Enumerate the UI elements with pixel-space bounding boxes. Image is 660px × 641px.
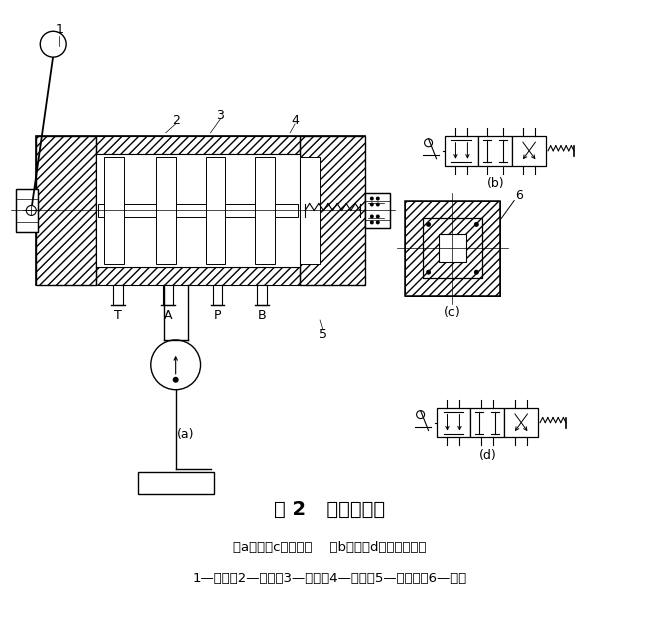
Bar (300, 136, 365, 285)
Bar (16, 188, 38, 233)
Circle shape (40, 31, 66, 57)
Bar (444, 136, 478, 165)
Bar (16, 188, 38, 233)
Bar (104, 156, 124, 264)
Text: （a）、（c）结构图    （b）、（d）职能符号图: （a）、（c）结构图 （b）、（d）职能符号图 (233, 540, 427, 554)
Circle shape (26, 206, 36, 215)
Text: (d): (d) (478, 449, 496, 462)
Bar (300, 136, 365, 285)
Bar (205, 156, 226, 264)
Bar (96, 136, 300, 154)
Bar (300, 136, 365, 285)
Bar (365, 192, 390, 201)
Text: 图 2   手动换向阀: 图 2 手动换向阀 (275, 500, 385, 519)
Bar (36, 136, 365, 285)
Bar (163, 285, 173, 305)
Bar (422, 219, 482, 278)
Bar (405, 201, 500, 296)
Bar (438, 235, 467, 262)
Bar (365, 192, 390, 228)
Text: 4: 4 (291, 114, 299, 128)
Circle shape (376, 221, 379, 224)
Bar (300, 156, 320, 264)
Bar (478, 136, 512, 165)
Bar (257, 285, 267, 305)
Bar (138, 472, 213, 494)
Circle shape (416, 411, 424, 419)
Bar (96, 267, 300, 285)
Text: 6: 6 (515, 189, 523, 202)
Circle shape (173, 377, 179, 383)
Circle shape (424, 139, 432, 147)
Circle shape (426, 270, 431, 275)
Text: (c): (c) (444, 306, 461, 319)
Circle shape (150, 340, 201, 390)
Bar (36, 136, 96, 285)
Bar (36, 136, 96, 285)
Text: 5: 5 (319, 328, 327, 342)
Bar (16, 188, 38, 199)
Bar (422, 219, 482, 278)
Circle shape (474, 222, 479, 227)
Text: 2: 2 (172, 114, 180, 128)
Bar (113, 285, 123, 305)
Bar (365, 192, 390, 228)
Circle shape (370, 221, 374, 224)
Circle shape (376, 215, 379, 219)
Circle shape (426, 222, 431, 227)
Bar (96, 267, 300, 285)
Circle shape (370, 203, 374, 206)
Text: (b): (b) (486, 177, 504, 190)
Text: (a): (a) (177, 428, 195, 441)
Bar (436, 408, 471, 438)
Bar (365, 192, 390, 201)
Text: 1—手柄；2—阀芯；3—阀体；4—弹簧；5—定位套；6—钢球: 1—手柄；2—阀芯；3—阀体；4—弹簧；5—定位套；6—钢球 (193, 572, 467, 585)
Bar (16, 222, 38, 233)
Bar (96, 267, 300, 285)
Circle shape (370, 197, 374, 201)
Bar (471, 408, 504, 438)
Bar (98, 203, 298, 217)
Text: 1: 1 (55, 23, 63, 36)
Circle shape (370, 215, 374, 219)
Bar (405, 201, 500, 296)
Bar (255, 156, 275, 264)
Bar (156, 156, 176, 264)
Bar (405, 201, 500, 296)
Bar (16, 188, 38, 199)
Bar (365, 221, 390, 228)
Circle shape (474, 270, 479, 275)
Bar (365, 221, 390, 228)
Text: 3: 3 (216, 110, 224, 122)
Bar (422, 219, 482, 278)
Circle shape (376, 203, 379, 206)
Bar (96, 136, 300, 154)
Bar (512, 136, 546, 165)
Bar (504, 408, 538, 438)
Text: T: T (114, 308, 122, 322)
Text: P: P (214, 308, 221, 322)
Circle shape (376, 197, 379, 201)
Bar (16, 222, 38, 233)
Bar (96, 136, 300, 154)
Text: B: B (258, 308, 267, 322)
Bar (36, 136, 96, 285)
Bar (96, 154, 300, 267)
Bar (213, 285, 222, 305)
Text: A: A (164, 308, 172, 322)
